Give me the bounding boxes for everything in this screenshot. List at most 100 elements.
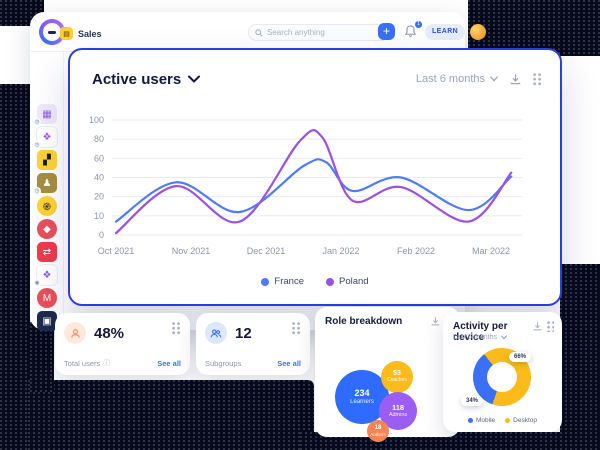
grip-dots-icon xyxy=(292,322,301,335)
svg-text:Dec 2021: Dec 2021 xyxy=(247,246,286,256)
topbar: ▤ Sales Search anything + 1 LEARN xyxy=(30,12,486,52)
bubble-value: 234 xyxy=(354,388,370,399)
user-icon xyxy=(64,322,86,344)
total-users-value: 48% xyxy=(94,324,125,342)
drag-handle[interactable] xyxy=(292,322,301,335)
background-noise xyxy=(28,380,314,450)
role-breakdown-card: Role breakdown 234 Learners 53 Coaches 118 Ad… xyxy=(315,307,460,442)
bubble-authors[interactable]: 18 Authors xyxy=(367,420,389,442)
see-all-link[interactable]: See all xyxy=(157,358,181,368)
chevron-down-icon xyxy=(188,75,201,83)
drag-handle[interactable] xyxy=(172,322,181,335)
svg-text:80: 80 xyxy=(94,134,104,144)
download-button[interactable] xyxy=(510,73,521,85)
drag-handle[interactable] xyxy=(533,72,542,86)
notifications-button[interactable]: 1 xyxy=(404,21,422,40)
chevron-down-icon xyxy=(490,76,498,82)
download-icon[interactable] xyxy=(431,317,440,326)
legend-label: France xyxy=(274,276,304,287)
date-range-select[interactable]: Last 6 months xyxy=(416,73,498,85)
legend-dot-icon xyxy=(467,418,473,423)
app-icon-boards[interactable]: ▦ ◷ xyxy=(33,104,57,126)
legend-label: Poland xyxy=(338,276,369,287)
sales-app-icon[interactable]: ▤ xyxy=(60,27,73,40)
legend-label: Desktop xyxy=(513,417,537,424)
bell-icon xyxy=(404,25,417,37)
bubble-label: Admins xyxy=(388,412,408,419)
svg-text:10: 10 xyxy=(94,211,104,221)
background-noise xyxy=(30,322,54,392)
users-icon xyxy=(205,322,227,344)
svg-text:100: 100 xyxy=(89,115,104,125)
app-icon-media[interactable]: ◆ xyxy=(37,219,57,239)
chart-title-dropdown[interactable]: Active users xyxy=(92,70,201,88)
series-line-poland xyxy=(114,129,513,235)
activity-per-device-card: Activity per device Last 6 months 66% 34… xyxy=(443,312,562,432)
chart-legend: France Poland xyxy=(70,276,560,287)
device-card-title: Activity per device xyxy=(453,321,508,343)
search-placeholder: Search anything xyxy=(267,28,325,37)
bubble-value: 118 xyxy=(391,402,405,412)
clock-badge-icon: ◷ xyxy=(33,187,41,195)
legend-item-france[interactable]: France xyxy=(261,276,304,287)
device-legend-item-mobile[interactable]: Mobile xyxy=(467,417,496,424)
legend-dot-icon xyxy=(505,418,511,423)
svg-text:60: 60 xyxy=(94,153,104,163)
app-sidebar: ▦ ◷ ❖ ◷ ▞ ♟ ◷ ֎ ◆ ⇄ ❖ ◉ M ▣ xyxy=(30,52,64,331)
grip-dots-icon xyxy=(533,72,542,86)
add-button[interactable]: + xyxy=(378,23,395,40)
bubble-label: Coaches xyxy=(387,377,407,384)
device-range-label: Last 6 months xyxy=(453,334,497,341)
see-all-link[interactable]: See all xyxy=(277,359,301,368)
notification-badge: 1 xyxy=(415,21,422,28)
subgroups-label: Subgroups xyxy=(205,359,242,368)
total-users-card: 48% Total users ⓘ See all xyxy=(55,313,190,375)
active-users-card: Active users Last 6 months 100 80 60 40 xyxy=(68,48,562,306)
app-icon-shuffle[interactable]: ⇄ xyxy=(37,242,57,262)
legend-dot-icon xyxy=(261,277,270,286)
legend-dot-icon xyxy=(325,277,334,286)
device-legend: Mobile Desktop xyxy=(443,417,562,424)
chart-title: Active users xyxy=(92,70,182,88)
clock-badge-icon: ◷ xyxy=(33,141,41,149)
svg-text:Mar 2022: Mar 2022 xyxy=(472,246,510,256)
bubble-coaches[interactable]: 53 Coaches xyxy=(381,361,413,393)
svg-text:Nov 2021: Nov 2021 xyxy=(172,246,211,256)
device-legend-item-desktop[interactable]: Desktop xyxy=(505,417,537,424)
role-breakdown-title: Role breakdown xyxy=(325,316,403,327)
learn-button[interactable]: LEARN xyxy=(425,24,466,40)
desktop-percent-badge: 66% xyxy=(509,352,532,362)
app-icon-blocks[interactable]: ❖ ◷ xyxy=(33,127,57,149)
date-range-label: Last 6 months xyxy=(415,73,485,85)
search-input[interactable]: Search anything xyxy=(248,24,390,41)
legend-item-poland[interactable]: Poland xyxy=(325,276,369,287)
app-icon-mail[interactable]: M xyxy=(37,288,57,308)
lock-badge-icon: ◉ xyxy=(33,279,41,287)
svg-text:Feb 2022: Feb 2022 xyxy=(397,246,435,256)
app-icon-puzzle[interactable]: ❖ ◉ xyxy=(33,265,57,287)
app-icon-navy[interactable]: ▣ xyxy=(37,311,57,331)
bubble-value: 53 xyxy=(393,370,401,378)
svg-text:Oct 2021: Oct 2021 xyxy=(98,246,135,256)
bubble-label: Authors xyxy=(370,431,386,437)
user-avatar[interactable] xyxy=(470,24,486,40)
legend-label: Mobile xyxy=(475,417,496,424)
svg-text:0: 0 xyxy=(99,230,104,240)
app-icon-game[interactable]: ▞ xyxy=(37,150,57,170)
background-noise xyxy=(468,0,600,56)
svg-text:20: 20 xyxy=(94,192,104,202)
device-range-select[interactable]: Last 6 months xyxy=(453,334,507,341)
bubble-value: 18 xyxy=(374,424,382,431)
drag-handle[interactable] xyxy=(547,321,554,332)
search-icon xyxy=(255,28,263,37)
download-icon xyxy=(510,73,521,84)
subgroups-card: 12 Subgroups See all xyxy=(196,313,310,375)
chevron-down-icon xyxy=(501,335,507,340)
info-icon[interactable]: ⓘ xyxy=(103,360,111,367)
app-icon-money[interactable]: ♟ ◷ xyxy=(33,173,57,195)
app-icon-swirl[interactable]: ֎ xyxy=(37,196,57,216)
download-icon[interactable] xyxy=(533,322,542,331)
svg-text:40: 40 xyxy=(94,173,104,183)
